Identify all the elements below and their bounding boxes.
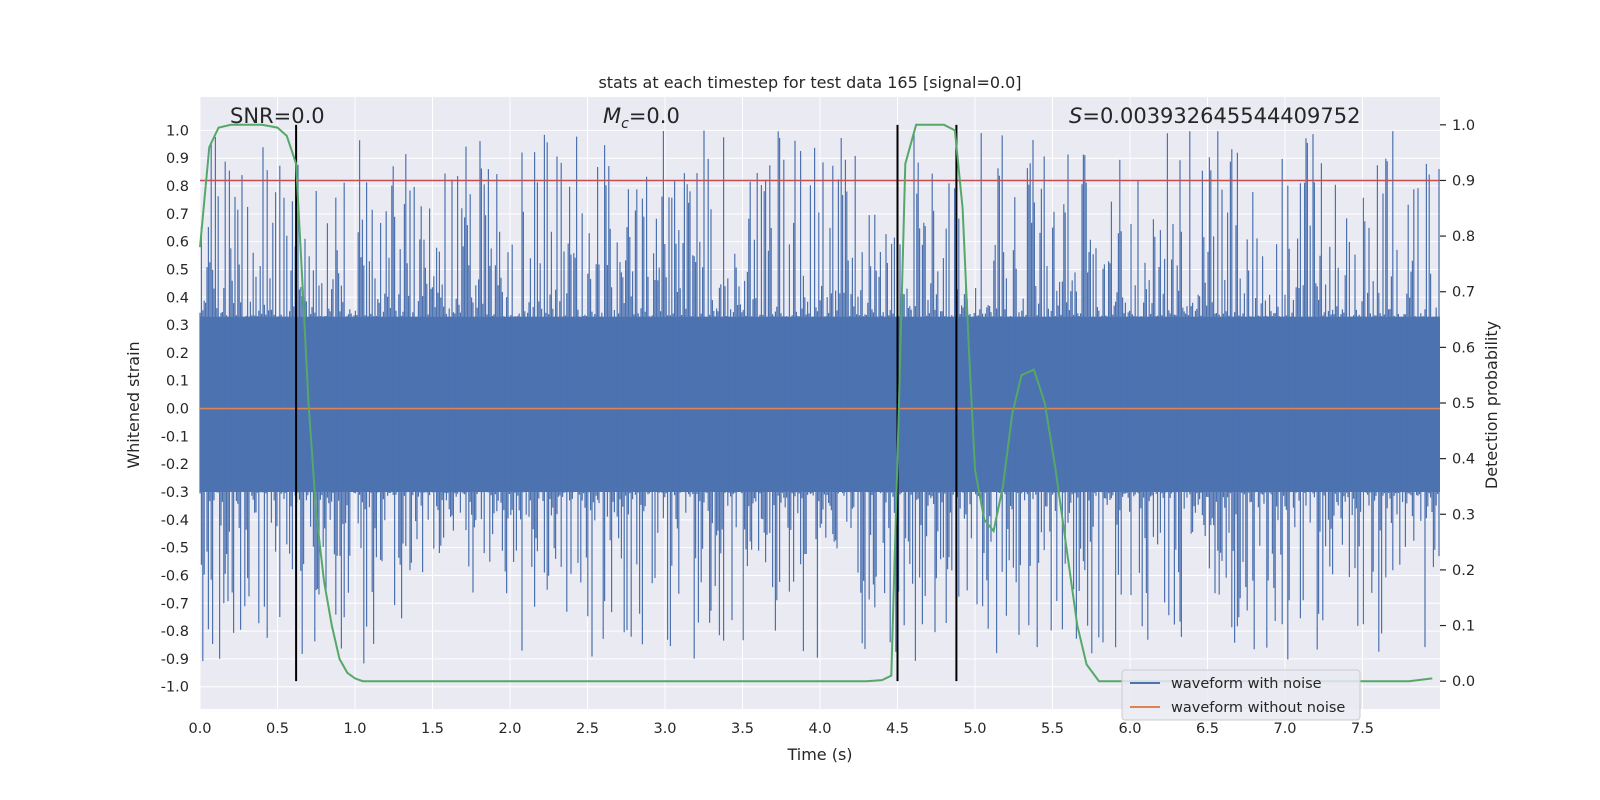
y-tick-label: -0.5 — [161, 541, 189, 557]
right-y-tick-label: 0.7 — [1452, 285, 1475, 301]
y-tick-label: -0.4 — [161, 513, 189, 529]
s-annotation: S=0.003932645544409752 — [1069, 104, 1360, 128]
x-tick-label: 7.0 — [1273, 721, 1296, 737]
mc-annotation: Mc=0.0 — [603, 104, 680, 132]
x-tick-label: 4.0 — [808, 721, 831, 737]
right-y-tick-label: 0.8 — [1452, 229, 1475, 245]
y-tick-label: 0.2 — [166, 346, 189, 362]
right-y-tick-label: 0.1 — [1452, 619, 1475, 635]
x-tick-label: 2.0 — [498, 721, 521, 737]
y-tick-label: 0.9 — [166, 151, 189, 167]
x-tick-label: 1.5 — [421, 721, 444, 737]
x-tick-label: 5.0 — [963, 721, 986, 737]
y-tick-label: -0.9 — [161, 652, 189, 668]
legend-label-noise: waveform with noise — [1171, 676, 1322, 692]
right-y-tick-label: 0.6 — [1452, 340, 1475, 356]
y-tick-label: -0.7 — [161, 596, 189, 612]
y-tick-label: 0.8 — [166, 179, 189, 195]
y-tick-label: -0.3 — [161, 485, 189, 501]
right-y-tick-label: 0.3 — [1452, 507, 1475, 523]
x-tick-label: 0.5 — [266, 721, 289, 737]
right-y-tick-label: 0.0 — [1452, 674, 1475, 690]
y-tick-label: 0.0 — [166, 402, 189, 418]
x-tick-label: 6.5 — [1196, 721, 1219, 737]
legend: waveform with noise waveform without noi… — [1121, 669, 1361, 721]
x-tick-label: 1.0 — [343, 721, 366, 737]
chart-title: stats at each timestep for test data 165… — [598, 73, 1021, 92]
right-y-axis-title: Detection probability — [1482, 321, 1501, 489]
x-tick-label: 3.5 — [731, 721, 754, 737]
overlay-lines — [199, 123, 1440, 683]
x-tick-label: 5.5 — [1041, 721, 1064, 737]
right-y-tick-label: 0.2 — [1452, 563, 1475, 579]
y-tick-label: 0.5 — [166, 262, 189, 278]
y-tick-label: -0.1 — [161, 429, 189, 445]
x-tick-label: 6.0 — [1118, 721, 1141, 737]
y-tick-label: 0.1 — [166, 374, 189, 390]
y-axis-title: Whitened strain — [124, 341, 143, 468]
x-tick-label: 2.5 — [576, 721, 599, 737]
right-y-tick-label: 1.0 — [1452, 118, 1475, 134]
right-y-tick-label: 0.5 — [1452, 396, 1475, 412]
y-tick-label: 0.4 — [166, 290, 189, 306]
y-tick-label: -0.2 — [161, 457, 189, 473]
right-y-tick-label: 0.4 — [1452, 452, 1475, 468]
y-tick-label: 0.3 — [166, 318, 189, 334]
y-tick-label: 0.6 — [166, 235, 189, 251]
detection-probability-line — [199, 123, 1433, 683]
waveform-with-noise-series — [199, 130, 1440, 664]
x-tick-label: 0.0 — [188, 721, 211, 737]
y-tick-label: -1.0 — [161, 680, 189, 696]
x-axis-title: Time (s) — [786, 745, 852, 764]
legend-box — [1121, 669, 1361, 721]
right-y-tick-label: 0.9 — [1452, 173, 1475, 189]
axis-ticks: 0.0 0.5 1.0 1.5 2.0 2.5 3.0 3.5 4.0 4.5 5.0 5.5 6.0 6… — [161, 118, 1475, 737]
x-tick-label: 7.5 — [1351, 721, 1374, 737]
y-tick-label: -0.6 — [161, 568, 189, 584]
y-tick-label: 1.0 — [166, 123, 189, 139]
y-tick-label: 0.7 — [166, 207, 189, 223]
snr-annotation: SNR=0.0 — [230, 104, 325, 128]
x-tick-label: 4.5 — [886, 721, 909, 737]
legend-label-clean: waveform without noise — [1171, 700, 1345, 716]
y-tick-label: -0.8 — [161, 624, 189, 640]
x-tick-label: 3.0 — [653, 721, 676, 737]
